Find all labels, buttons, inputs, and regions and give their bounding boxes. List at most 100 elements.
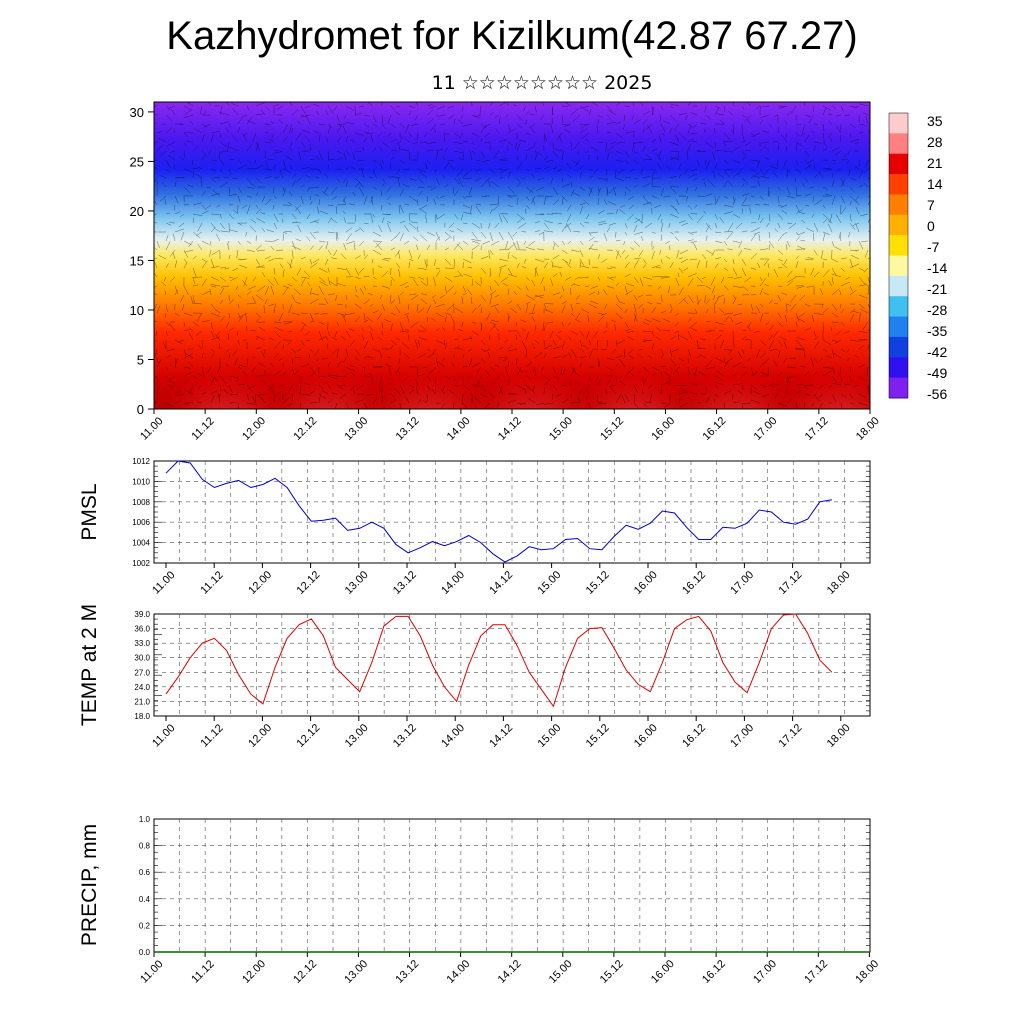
wind-barb (444, 161, 450, 170)
wind-barb (858, 312, 861, 323)
colorbar-swatch (889, 174, 908, 195)
x-tick-label: 14.12 (487, 722, 515, 750)
wind-barb (219, 141, 227, 148)
y-tick-label: 1004 (132, 539, 150, 548)
wind-barb (251, 295, 257, 305)
wind-barb (210, 228, 215, 233)
wind-barb (615, 239, 621, 242)
wind-barb (659, 114, 662, 123)
wind-barb (503, 357, 509, 362)
wind-barb (858, 364, 865, 368)
wind-barb (372, 114, 377, 123)
wind-barb (273, 222, 278, 230)
wind-barb (360, 288, 365, 296)
wind-barb (289, 258, 293, 269)
wind-barb (264, 198, 272, 206)
wind-barb (795, 142, 798, 152)
wind-barb (615, 121, 622, 125)
wind-barb (658, 285, 662, 290)
wind-barb (633, 240, 640, 247)
wind-barb (828, 223, 833, 233)
wind-barb (800, 365, 806, 368)
wind-barb (849, 186, 855, 193)
wind-barb (219, 168, 224, 174)
wind-barb (231, 108, 239, 116)
wind-barb (777, 204, 783, 207)
wind-barb (670, 103, 680, 107)
wind-barb (750, 172, 759, 179)
wind-barb (480, 124, 487, 134)
wind-barb (570, 303, 574, 312)
wind-barb (651, 330, 654, 337)
wind-barb (345, 135, 349, 143)
wind-barb (422, 399, 428, 404)
wind-barb (462, 195, 466, 200)
wind-barb (327, 375, 337, 380)
wind-barb (651, 264, 661, 269)
wind-barb (813, 173, 819, 179)
wind-barb (331, 337, 338, 341)
wind-barb (730, 317, 734, 323)
wind-barb (220, 230, 230, 233)
wind-barb (828, 120, 833, 125)
wind-barb (426, 375, 432, 382)
wind-barb (516, 182, 521, 188)
wind-barb (846, 159, 851, 165)
wind-barb (336, 136, 342, 143)
colorbar-swatch (889, 275, 908, 297)
wind-barb (534, 230, 541, 233)
wind-barb (462, 353, 465, 359)
wind-barb (327, 361, 331, 368)
wind-barb (220, 150, 230, 153)
wind-barb (452, 186, 455, 194)
wind-barb (273, 276, 279, 286)
wind-barb (378, 265, 383, 269)
wind-barb (858, 294, 868, 299)
wind-barb (273, 303, 276, 314)
wind-barb (579, 222, 585, 228)
wind-barb (633, 150, 638, 154)
wind-barb (266, 229, 275, 233)
wind-barb (840, 348, 845, 352)
wind-barb (291, 276, 298, 282)
wind-barb (311, 292, 320, 296)
wind-barb (435, 357, 439, 367)
wind-barb (795, 236, 801, 242)
wind-barb (795, 208, 803, 215)
wind-barb (237, 127, 241, 134)
wind-barb (336, 204, 346, 206)
wind-barb (753, 175, 761, 179)
wind-barb (413, 278, 419, 287)
wind-barb (334, 402, 338, 409)
wind-barb (498, 268, 502, 278)
wind-barb (736, 168, 743, 175)
wind-barb (565, 261, 572, 269)
wind-barb (219, 375, 227, 384)
wind-barb (327, 249, 332, 255)
wind-barb (768, 123, 772, 128)
x-tick-label: 12.00 (246, 722, 274, 750)
wind-barb (552, 150, 558, 158)
wind-barb (642, 127, 645, 134)
wind-barb (719, 339, 725, 349)
wind-barb (588, 187, 593, 197)
wind-barb (705, 260, 708, 269)
wind-barb (533, 141, 536, 147)
wind-barb (696, 339, 699, 348)
wind-barb (441, 388, 446, 395)
wind-barb (863, 267, 869, 273)
wind-barb (426, 110, 433, 116)
wind-barb (573, 230, 581, 233)
wind-barb (342, 195, 347, 203)
wind-barb (606, 285, 615, 289)
wind-barb (769, 348, 779, 351)
wind-barb (246, 357, 248, 365)
wind-barb (471, 244, 480, 251)
wind-barb (761, 141, 770, 144)
x-tick-label: 12.12 (291, 415, 319, 443)
wind-barb (831, 288, 840, 296)
wind-barb (209, 288, 212, 296)
wind-barb (741, 230, 748, 233)
y-tick-label: 1012 (132, 457, 150, 466)
wind-barb (471, 278, 474, 287)
